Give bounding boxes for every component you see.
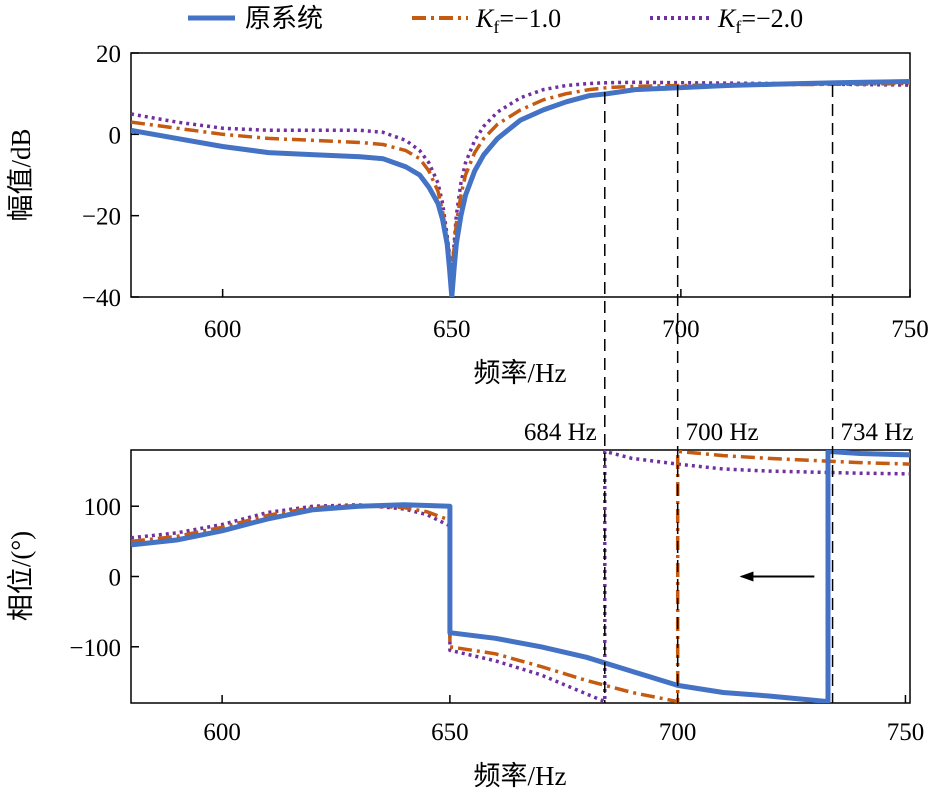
- legend-sub-f: f: [735, 17, 741, 37]
- legend-k-symbol: K: [475, 4, 495, 33]
- frequency-guides: 684 Hz 700 Hz 734 Hz: [524, 85, 914, 703]
- phase-y-tick-label: 0: [109, 565, 122, 592]
- phase-panel: 600 650 700 750 −100 0 100 相位/(°) 频率/Hz: [6, 449, 924, 791]
- phase-x-tick-label: 750: [887, 719, 925, 746]
- phase-ticks: 600 650 700 750 −100 0 100: [69, 494, 924, 746]
- legend-k-symbol: K: [717, 4, 737, 33]
- legend: 原系统 Kf=−1.0 Kf=−2.0: [188, 4, 803, 37]
- phase-x-tick-label: 700: [659, 719, 697, 746]
- magnitude-x-tick-label: 750: [891, 316, 929, 343]
- phase-series: [131, 450, 910, 703]
- phase-series-line-original: [131, 450, 910, 703]
- magnitude-series-line-original: [131, 79, 910, 297]
- magnitude-series-line-kf-minus-1: [131, 81, 910, 279]
- magnitude-y-tick-label: −40: [82, 285, 121, 312]
- magnitude-x-axis-title: 频率/Hz: [474, 358, 567, 388]
- magnitude-y-axis-title: 幅值/dB: [6, 128, 36, 221]
- phase-x-tick-label: 650: [431, 719, 469, 746]
- magnitude-y-tick-label: 20: [96, 41, 121, 68]
- magnitude-x-tick-label: 700: [662, 316, 700, 343]
- magnitude-x-tick-label: 650: [433, 316, 471, 343]
- legend-label-kf-minus-2: Kf=−2.0: [717, 4, 803, 37]
- legend-value: =−1.0: [499, 4, 561, 33]
- annotation-684-hz: 684 Hz: [524, 419, 597, 446]
- magnitude-plot-frame: [130, 52, 911, 298]
- phase-y-tick-label: 100: [84, 494, 122, 521]
- magnitude-panel: 600 650 700 750 −40 −20 0 20 幅值/dB 频率/Hz: [6, 41, 929, 388]
- legend-value: =−2.0: [741, 4, 803, 33]
- phase-series-line-kf-minus-2: [131, 450, 910, 703]
- phase-y-axis-title: 相位/(°): [6, 531, 36, 621]
- legend-sub-f: f: [493, 17, 499, 37]
- phase-x-axis-title: 频率/Hz: [474, 761, 567, 791]
- magnitude-y-tick-label: 0: [109, 122, 122, 149]
- annotation-700-hz: 700 Hz: [686, 419, 759, 446]
- annotation-734-hz: 734 Hz: [841, 419, 914, 446]
- phase-y-tick-label: −100: [69, 635, 121, 662]
- magnitude-y-tick-label: −20: [82, 204, 121, 231]
- phase-series-line-kf-minus-1: [131, 450, 910, 703]
- legend-label-kf-minus-1: Kf=−1.0: [475, 4, 561, 37]
- phase-x-tick-label: 600: [203, 719, 241, 746]
- magnitude-series: [131, 79, 910, 297]
- magnitude-ticks: 600 650 700 750 −40 −20 0 20: [82, 41, 929, 343]
- magnitude-x-tick-label: 600: [204, 316, 242, 343]
- legend-label-original: 原系统: [245, 4, 323, 33]
